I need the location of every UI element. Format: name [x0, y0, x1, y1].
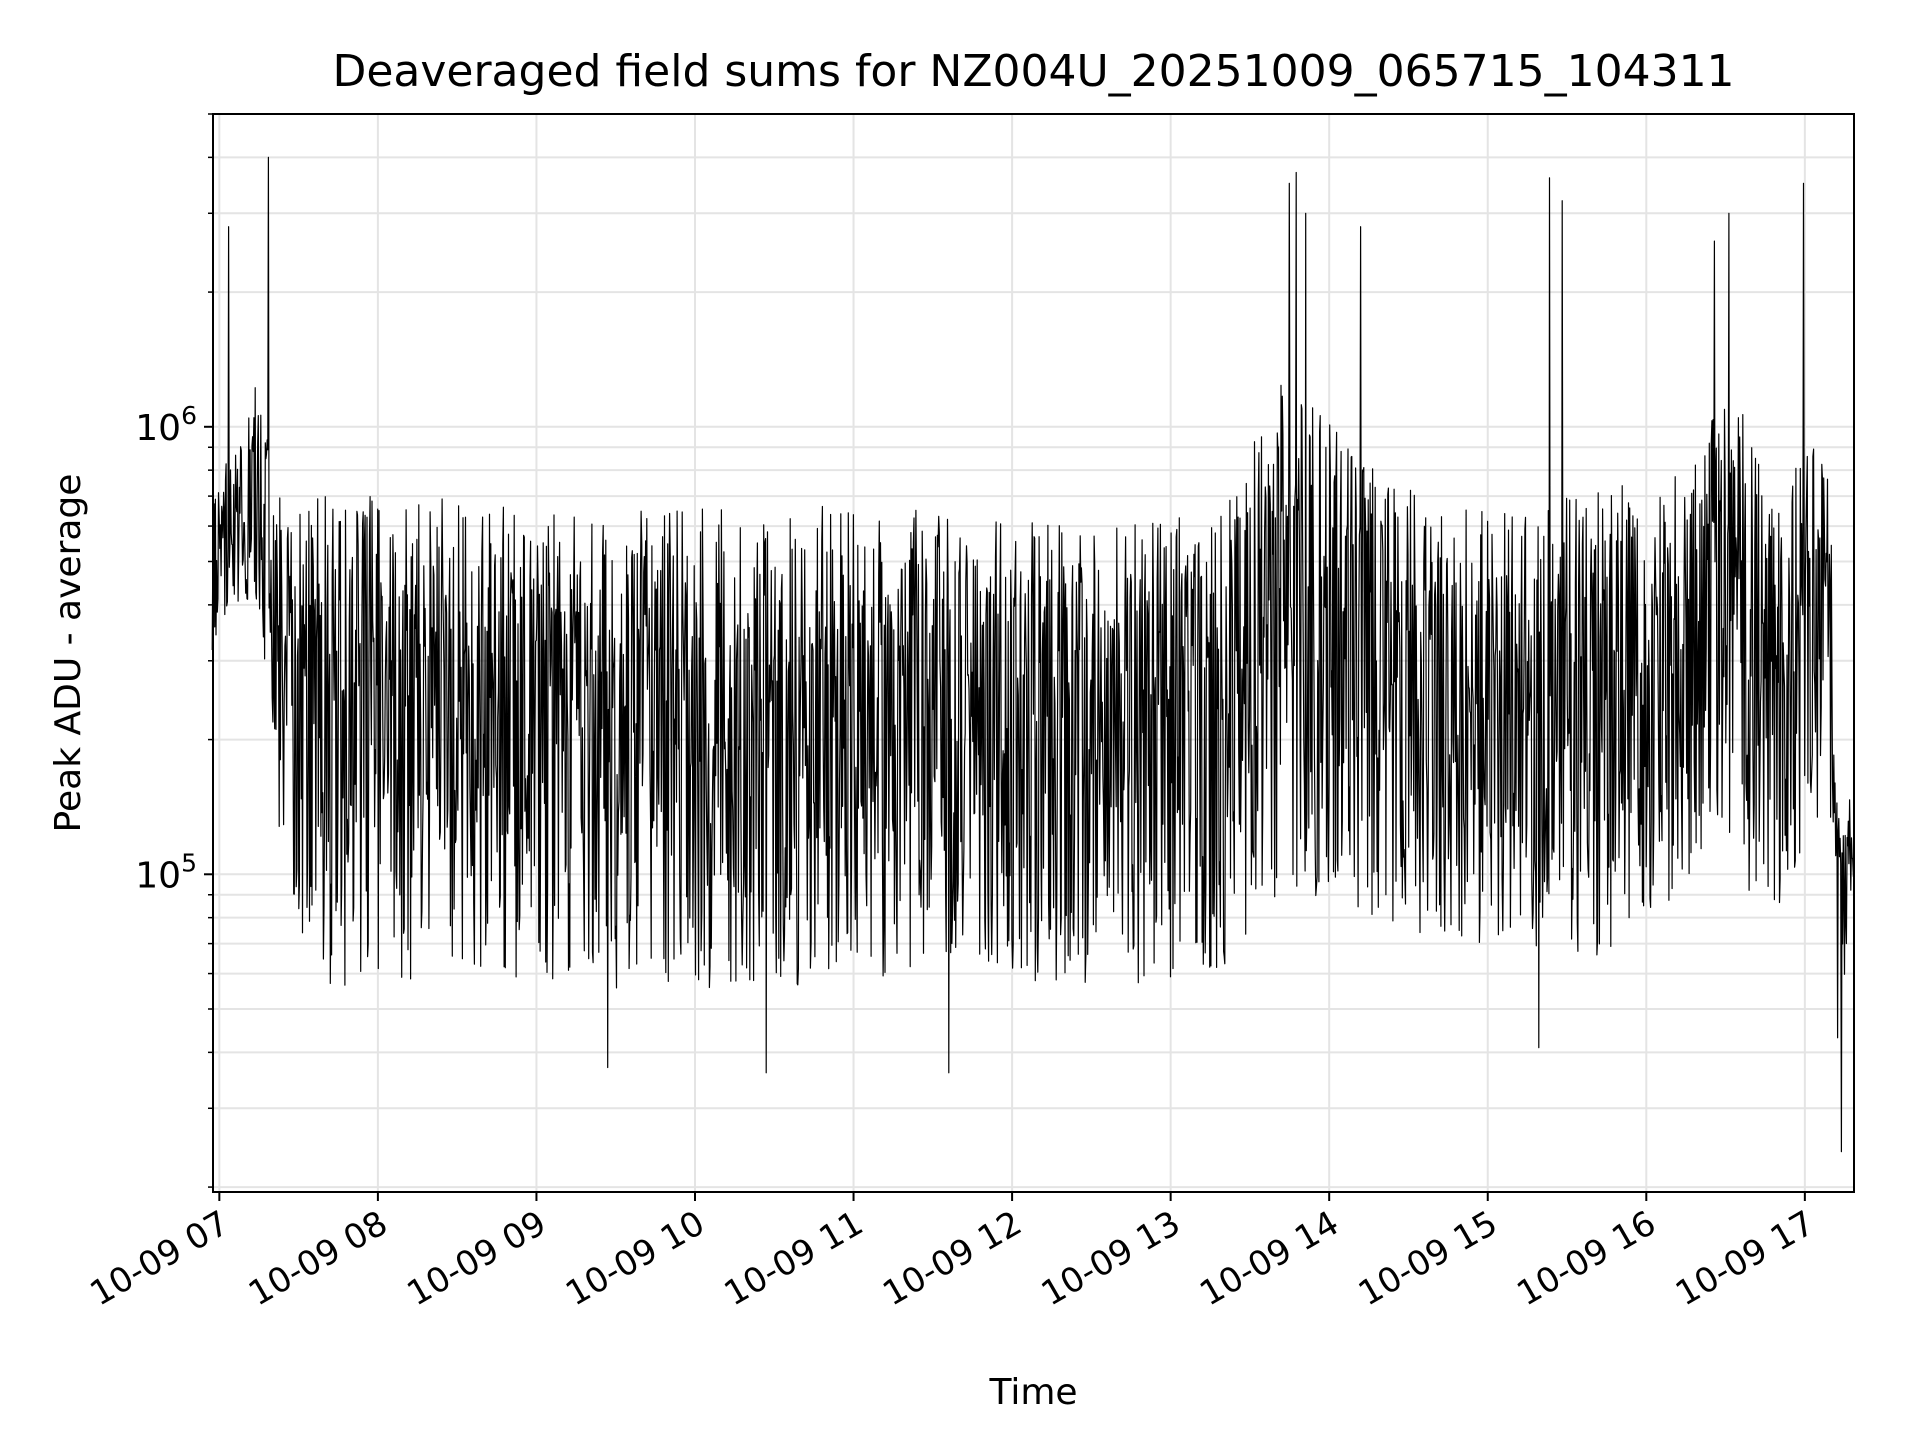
- y-tick-label: 106: [135, 401, 197, 449]
- chart-title: Deaveraged field sums for NZ004U_2025100…: [332, 46, 1734, 97]
- y-tick-label: 105: [135, 848, 197, 896]
- series-layer: [211, 156, 1855, 1153]
- series-line: [211, 156, 1855, 1153]
- y-axis-label: Peak ADU - average: [48, 474, 89, 833]
- plot-frame: [212, 113, 1855, 1193]
- x-axis-label: Time: [988, 1372, 1077, 1413]
